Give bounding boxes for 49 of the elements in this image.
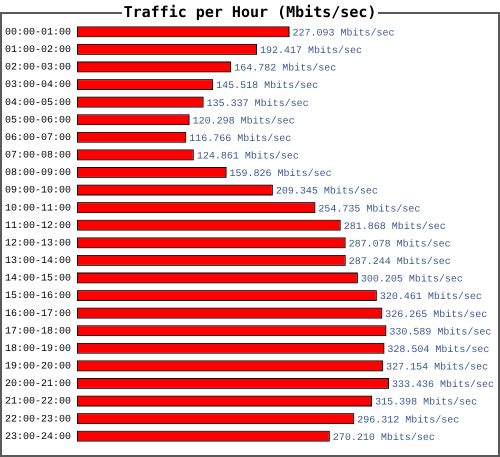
data-label: 192.417 Mbits/sec [260,45,362,58]
data-label: 227.093 Mbits/sec [292,27,395,40]
y-tick-label: 15:00-16:00 [4,291,71,302]
data-label: 328.504 Mbits/sec [387,344,490,356]
data-label: 124.861 Mbits/sec [196,150,299,163]
data-label: 145.518 Mbits/sec [216,80,318,92]
y-tick-label: 16:00-17:00 [4,308,71,320]
data-label: 270.210 Mbits/sec [332,432,435,444]
y-tick-label: 05:00-06:00 [4,115,71,126]
data-label: 159.826 Mbits/sec [230,168,332,180]
y-tick-label: 21:00-22:00 [4,396,71,408]
y-tick-label: 08:00-09:00 [4,168,71,180]
y-tick-label: 23:00-24:00 [4,432,71,443]
y-tick-label: 12:00-13:00 [4,238,71,250]
data-label: 300.205 Mbits/sec [360,274,463,286]
y-tick-label: 04:00-05:00 [4,98,71,109]
y-tick-label: 06:00-07:00 [4,132,71,144]
chart-title: Traffic per Hour (Mbits/sec) [122,3,378,21]
data-label: 281.868 Mbits/sec [344,220,446,233]
y-tick-label: 20:00-21:00 [4,379,71,390]
y-tick-label: 10:00-11:00 [4,203,71,214]
y-tick-label: 07:00-08:00 [4,150,71,162]
y-tick-label: 02:00-03:00 [4,62,71,74]
data-label: 287.244 Mbits/sec [348,256,451,268]
data-label: 120.298 Mbits/sec [192,115,295,128]
y-tick-label: 11:00-12:00 [4,220,71,232]
data-label: 296.312 Mbits/sec [357,414,460,426]
data-label: 209.345 Mbits/sec [276,186,378,198]
data-label: 116.766 Mbits/sec [189,132,292,145]
y-tick-label: 17:00-18:00 [4,326,71,338]
data-label: 320.461 Mbits/sec [380,291,482,304]
y-tick-label: 14:00-15:00 [4,274,71,285]
data-label: 327.154 Mbits/sec [386,362,488,374]
y-tick-label: 22:00-23:00 [4,414,71,426]
data-label: 333.436 Mbits/sec [392,379,494,392]
data-label: 315.398 Mbits/sec [375,396,478,409]
y-tick-label: 19:00-20:00 [4,362,71,373]
data-label: 330.589 Mbits/sec [389,326,492,338]
data-label: 135.337 Mbits/sec [206,98,309,110]
data-label: 326.265 Mbits/sec [385,308,488,321]
data-label: 254.735 Mbits/sec [318,203,420,216]
y-tick-label: 09:00-10:00 [4,186,71,197]
y-tick-label: 00:00-01:00 [4,27,71,38]
data-label: 164.782 Mbits/sec [234,62,336,75]
y-tick-label: 03:00-04:00 [4,80,71,92]
y-tick-label: 01:00-02:00 [4,45,71,56]
y-tick-label: 18:00-19:00 [4,344,71,355]
y-tick-label: 13:00-14:00 [4,256,71,268]
data-label: 287.078 Mbits/sec [348,238,451,250]
